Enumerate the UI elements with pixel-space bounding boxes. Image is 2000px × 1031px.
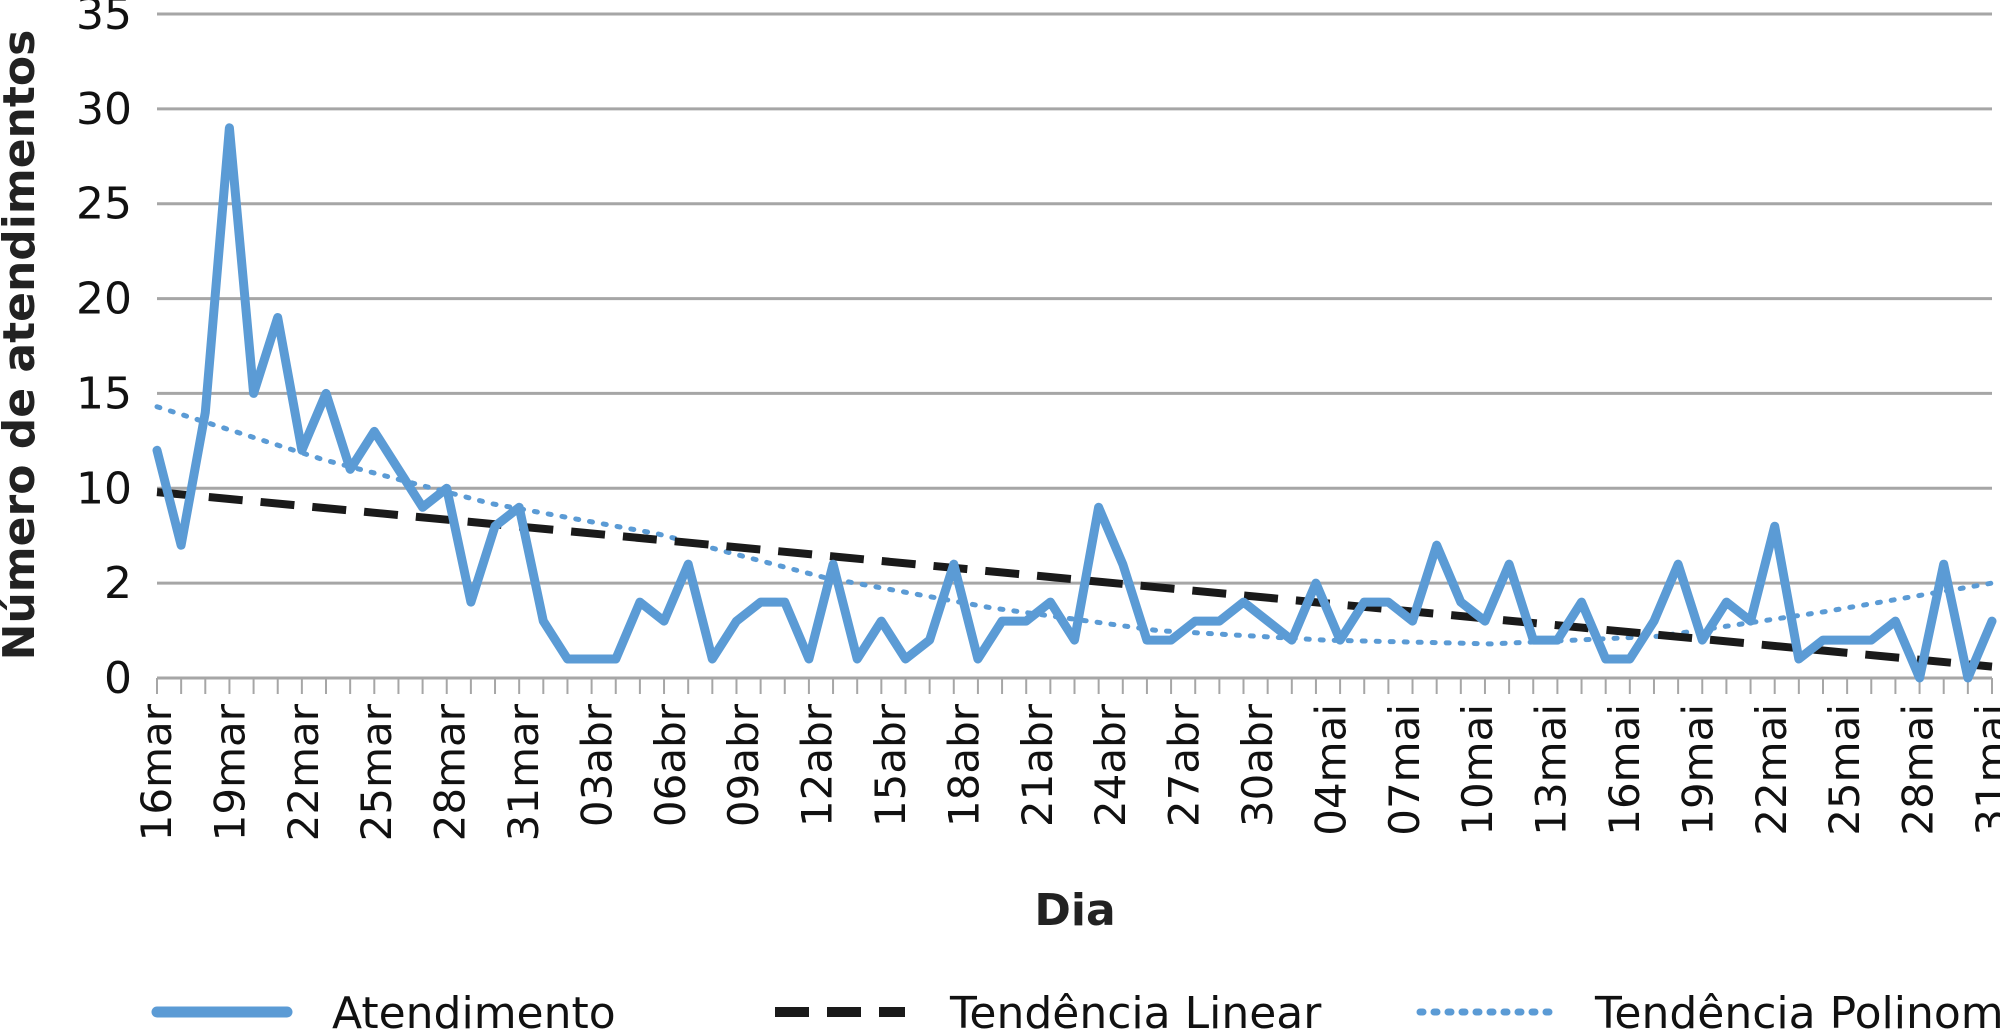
x-tick-label: 12abr	[793, 703, 842, 827]
series-lines	[152, 123, 1997, 683]
y-tick-label: 0	[104, 653, 132, 704]
x-tick-label: 03abr	[572, 703, 621, 827]
x-tick-label: 22mar	[279, 703, 328, 841]
x-tick-label: 13mai	[1527, 704, 1576, 836]
y-tick-label: 30	[76, 84, 132, 135]
series-line-dotted	[154, 404, 1995, 647]
legend-label: Tendência Linear	[949, 988, 1322, 1031]
y-axis-ticks: 0 2 10 15 20 25 30 35	[76, 0, 132, 704]
x-tick-label: 15abr	[866, 703, 915, 827]
x-axis-title: Dia	[1034, 885, 1115, 936]
x-axis: 16mar 19mar 22mar 25mar 28mar 31mar 03abr 06abr…	[132, 676, 2000, 841]
y-tick-label: 20	[76, 274, 132, 325]
x-tick-label: 16mai	[1600, 704, 1649, 836]
x-tick-label: 09abr	[719, 703, 768, 827]
y-tick-label: 2	[104, 558, 132, 609]
legend: Atendimento Tendência Linear Tendência Pol…	[151, 988, 2000, 1031]
x-tick-label: 25mar	[352, 703, 401, 841]
x-tick-label: 19mai	[1673, 704, 1722, 836]
series-line-dashed	[156, 488, 1993, 671]
x-tick-label: 22mai	[1747, 704, 1796, 836]
y-tick-label: 35	[76, 0, 132, 40]
y-axis-title: Número de atendimentos	[0, 30, 45, 661]
x-tick-label: 27abr	[1160, 703, 1209, 827]
x-tick-label: 10mai	[1453, 704, 1502, 836]
x-tick-label: 28mai	[1894, 704, 1943, 836]
x-tick-label: 18abr	[939, 703, 988, 827]
y-tick-label: 10	[76, 463, 132, 514]
y-tick-label: 15	[76, 368, 132, 419]
legend-label: Atendimento	[332, 988, 616, 1031]
legend-label: Tendência Polinomial	[1594, 988, 2000, 1031]
x-tick-label: 28mar	[426, 703, 475, 841]
x-tick-label: 31mai	[1967, 704, 2000, 836]
x-tick-label: 07mai	[1380, 704, 1429, 836]
x-tick-label: 25mai	[1820, 704, 1869, 836]
x-tick-label: 06abr	[646, 703, 695, 827]
x-tick-label: 21abr	[1013, 703, 1062, 827]
x-tick-label: 04mai	[1306, 704, 1355, 836]
series-line-solid	[152, 123, 1997, 683]
x-tick-label: 24abr	[1086, 703, 1135, 827]
x-tick-label: 16mar	[132, 703, 181, 841]
y-tick-label: 25	[76, 179, 132, 230]
x-tick-label: 31mar	[499, 703, 548, 841]
x-tick-label: 30abr	[1233, 703, 1282, 827]
x-tick-label: 19mar	[205, 703, 254, 841]
gridlines	[157, 12, 1992, 680]
